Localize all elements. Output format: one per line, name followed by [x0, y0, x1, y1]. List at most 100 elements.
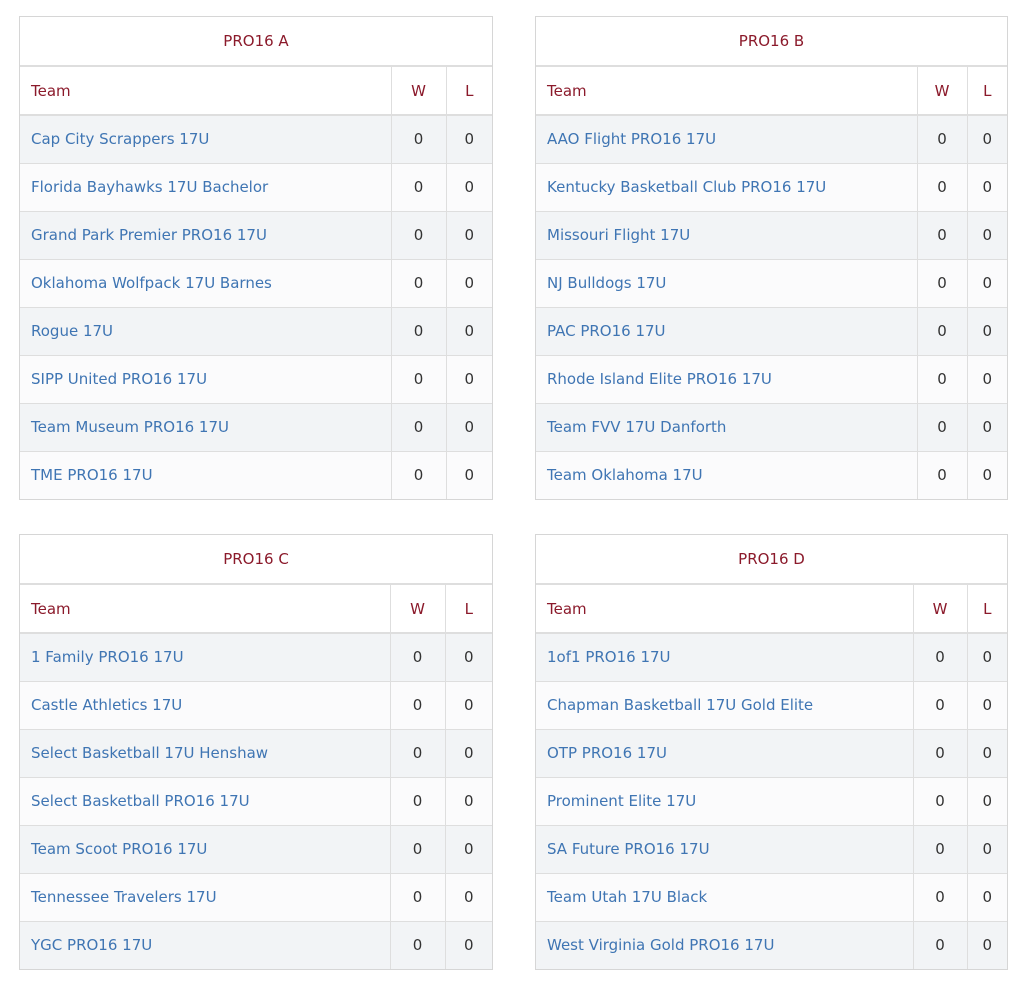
wins-cell: 0	[917, 211, 968, 260]
team-link[interactable]: OTP PRO16 17U	[547, 744, 667, 762]
team-link[interactable]: Tennessee Travelers 17U	[31, 888, 217, 906]
team-link[interactable]: West Virginia Gold PRO16 17U	[547, 936, 775, 955]
team-link[interactable]: NJ Bulldogs 17U	[547, 274, 667, 292]
losses-cell: 0	[967, 681, 1007, 730]
team-link[interactable]: SIPP United PRO16 17U	[31, 370, 208, 388]
table-row: Grand Park Premier PRO16 17U 0 0	[20, 211, 492, 260]
team-link[interactable]: PAC PRO16 17U	[547, 322, 666, 340]
table-row: NJ Bulldogs 17U 0 0	[536, 259, 1007, 308]
team-cell: Team Scoot PRO16 17U	[20, 825, 391, 874]
wins-cell: 0	[391, 259, 447, 308]
team-link[interactable]: AAO Flight PRO16 17U	[547, 130, 717, 149]
team-link[interactable]: Missouri Flight 17U	[547, 226, 691, 244]
team-link[interactable]: SA Future PRO16 17U	[547, 840, 710, 858]
table-row: Florida Bayhawks 17U Bachelor 0 0	[20, 163, 492, 212]
losses-cell: 0	[967, 451, 1007, 499]
pool-title: PRO16 B	[536, 17, 1007, 67]
team-link[interactable]: Team Scoot PRO16 17U	[31, 840, 208, 858]
losses-cell: 0	[445, 777, 492, 826]
team-link[interactable]: Select Basketball 17U Henshaw	[31, 744, 269, 762]
team-cell: Select Basketball PRO16 17U	[20, 777, 391, 826]
standings-table: Team W L AAO Flight PRO16 17U 0 0 Kentucky …	[536, 67, 1007, 499]
team-cell: PAC PRO16 17U	[536, 307, 918, 356]
team-cell: Grand Park Premier PRO16 17U	[20, 211, 392, 260]
table-row: TME PRO16 17U 0 0	[20, 451, 492, 499]
wins-cell: 0	[390, 681, 446, 730]
team-link[interactable]: YGC PRO16 17U	[31, 936, 153, 955]
pool-title: PRO16 D	[536, 535, 1007, 585]
team-cell: Florida Bayhawks 17U Bachelor	[20, 163, 392, 212]
team-cell: Team Museum PRO16 17U	[20, 403, 392, 452]
team-link[interactable]: 1of1 PRO16 17U	[547, 648, 671, 667]
team-link[interactable]: Select Basketball PRO16 17U	[31, 792, 250, 810]
table-row: Team Scoot PRO16 17U 0 0	[20, 825, 492, 874]
pool-title: PRO16 C	[20, 535, 492, 585]
wins-cell: 0	[391, 307, 447, 356]
team-link[interactable]: TME PRO16 17U	[31, 466, 153, 485]
team-link[interactable]: Team Museum PRO16 17U	[31, 418, 229, 436]
table-row: Prominent Elite 17U 0 0	[536, 777, 1007, 826]
table-row: SIPP United PRO16 17U 0 0	[20, 355, 492, 404]
wins-cell: 0	[391, 115, 447, 164]
wins-cell: 0	[913, 873, 968, 922]
losses-column-header: L	[446, 67, 492, 116]
losses-cell: 0	[446, 355, 492, 404]
team-link[interactable]: Florida Bayhawks 17U Bachelor	[31, 178, 269, 196]
team-column-header: Team	[20, 585, 391, 634]
team-link[interactable]: Team FVV 17U Danforth	[547, 418, 727, 436]
losses-cell: 0	[967, 259, 1007, 308]
losses-column-header: L	[445, 585, 492, 634]
losses-cell: 0	[446, 403, 492, 452]
team-cell: Team Oklahoma 17U	[536, 451, 918, 499]
table-row: Oklahoma Wolfpack 17U Barnes 0 0	[20, 259, 492, 308]
team-link[interactable]: Kentucky Basketball Club PRO16 17U	[547, 178, 827, 196]
header-row: Team W L	[20, 67, 492, 116]
team-link[interactable]: Rhode Island Elite PRO16 17U	[547, 370, 772, 388]
table-row: Rhode Island Elite PRO16 17U 0 0	[536, 355, 1007, 404]
header-row: Team W L	[536, 67, 1007, 116]
losses-cell: 0	[446, 307, 492, 356]
wins-cell: 0	[390, 825, 446, 874]
standings-table: Team W L 1 Family PRO16 17U 0 0 Castle Athl…	[20, 585, 492, 969]
pool-table-a: PRO16 A Team W L Cap City Scrappers 17U 0…	[19, 16, 493, 500]
losses-column-header: L	[967, 585, 1007, 634]
team-cell: Select Basketball 17U Henshaw	[20, 729, 391, 778]
table-row: Chapman Basketball 17U Gold Elite 0 0	[536, 681, 1007, 730]
header-row: Team W L	[20, 585, 492, 634]
team-cell: 1 Family PRO16 17U	[20, 633, 391, 682]
team-link[interactable]: Castle Athletics 17U	[31, 696, 183, 714]
wins-cell: 0	[913, 825, 968, 874]
team-link[interactable]: 1 Family PRO16 17U	[31, 648, 184, 667]
team-link[interactable]: Rogue 17U	[31, 322, 114, 340]
losses-cell: 0	[967, 115, 1007, 164]
team-link[interactable]: Team Utah 17U Black	[547, 888, 708, 906]
team-column-header: Team	[20, 67, 392, 116]
losses-cell: 0	[967, 403, 1007, 452]
table-row: Castle Athletics 17U 0 0	[20, 681, 492, 730]
team-link[interactable]: Cap City Scrappers 17U	[31, 130, 210, 149]
wins-column-header: W	[391, 67, 447, 116]
wins-cell: 0	[391, 355, 447, 404]
team-link[interactable]: Grand Park Premier PRO16 17U	[31, 226, 267, 244]
standings-table: Team W L Cap City Scrappers 17U 0 0 Florida…	[20, 67, 492, 499]
wins-cell: 0	[390, 873, 446, 922]
losses-cell: 0	[967, 163, 1007, 212]
team-link[interactable]: Chapman Basketball 17U Gold Elite	[547, 696, 814, 714]
losses-cell: 0	[445, 681, 492, 730]
wins-cell: 0	[917, 259, 968, 308]
table-row: 1of1 PRO16 17U 0 0	[536, 633, 1007, 682]
wins-cell: 0	[391, 451, 447, 499]
team-link[interactable]: Prominent Elite 17U	[547, 792, 697, 810]
team-link[interactable]: Oklahoma Wolfpack 17U Barnes	[31, 274, 272, 292]
losses-cell: 0	[446, 115, 492, 164]
table-row: Missouri Flight 17U 0 0	[536, 211, 1007, 260]
team-cell: Rogue 17U	[20, 307, 392, 356]
table-row: Rogue 17U 0 0	[20, 307, 492, 356]
table-row: Kentucky Basketball Club PRO16 17U 0 0	[536, 163, 1007, 212]
team-link[interactable]: Team Oklahoma 17U	[547, 466, 703, 485]
pool-table-d: PRO16 D Team W L 1of1 PRO16 17U 0 0 Chapman…	[535, 534, 1008, 970]
team-cell: TME PRO16 17U	[20, 451, 392, 499]
wins-cell: 0	[913, 729, 968, 778]
wins-cell: 0	[917, 307, 968, 356]
losses-cell: 0	[967, 633, 1007, 682]
